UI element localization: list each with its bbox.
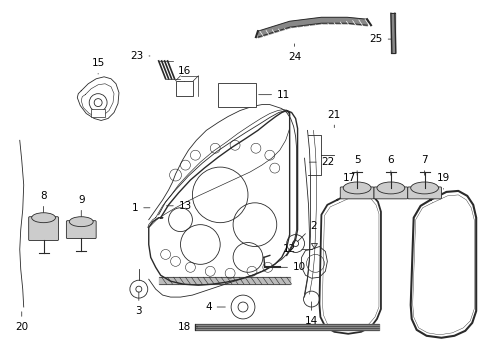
Text: 9: 9 (78, 195, 85, 217)
Text: 15: 15 (92, 58, 105, 74)
FancyBboxPatch shape (175, 81, 194, 96)
Text: 17: 17 (343, 173, 356, 189)
Ellipse shape (377, 182, 405, 194)
Ellipse shape (411, 182, 439, 194)
Text: 10: 10 (274, 262, 306, 272)
FancyBboxPatch shape (218, 83, 256, 107)
Text: 1: 1 (131, 203, 150, 213)
Text: 2: 2 (297, 221, 317, 242)
Text: 19: 19 (437, 173, 450, 189)
Text: 23: 23 (130, 51, 150, 61)
FancyBboxPatch shape (340, 187, 374, 199)
Text: 12: 12 (283, 244, 313, 255)
Text: 24: 24 (288, 44, 301, 62)
Text: 6: 6 (388, 155, 394, 175)
Text: 13: 13 (167, 201, 192, 211)
Ellipse shape (32, 213, 55, 223)
FancyBboxPatch shape (29, 217, 58, 240)
Text: 22: 22 (309, 157, 335, 167)
Text: 5: 5 (354, 155, 361, 175)
Text: 25: 25 (369, 34, 391, 44)
FancyBboxPatch shape (66, 221, 96, 239)
FancyBboxPatch shape (91, 109, 105, 117)
Text: 3: 3 (136, 292, 142, 316)
Text: 11: 11 (259, 90, 290, 100)
Text: 16: 16 (178, 66, 191, 86)
Ellipse shape (343, 182, 371, 194)
Text: 7: 7 (421, 155, 428, 175)
FancyBboxPatch shape (408, 187, 441, 199)
Text: 8: 8 (40, 191, 47, 213)
Ellipse shape (70, 217, 93, 227)
Text: 4: 4 (205, 302, 225, 312)
Text: 21: 21 (328, 109, 341, 127)
Text: 18: 18 (178, 322, 197, 332)
FancyBboxPatch shape (374, 187, 408, 199)
Text: 20: 20 (15, 312, 28, 332)
Text: 14: 14 (305, 302, 318, 326)
